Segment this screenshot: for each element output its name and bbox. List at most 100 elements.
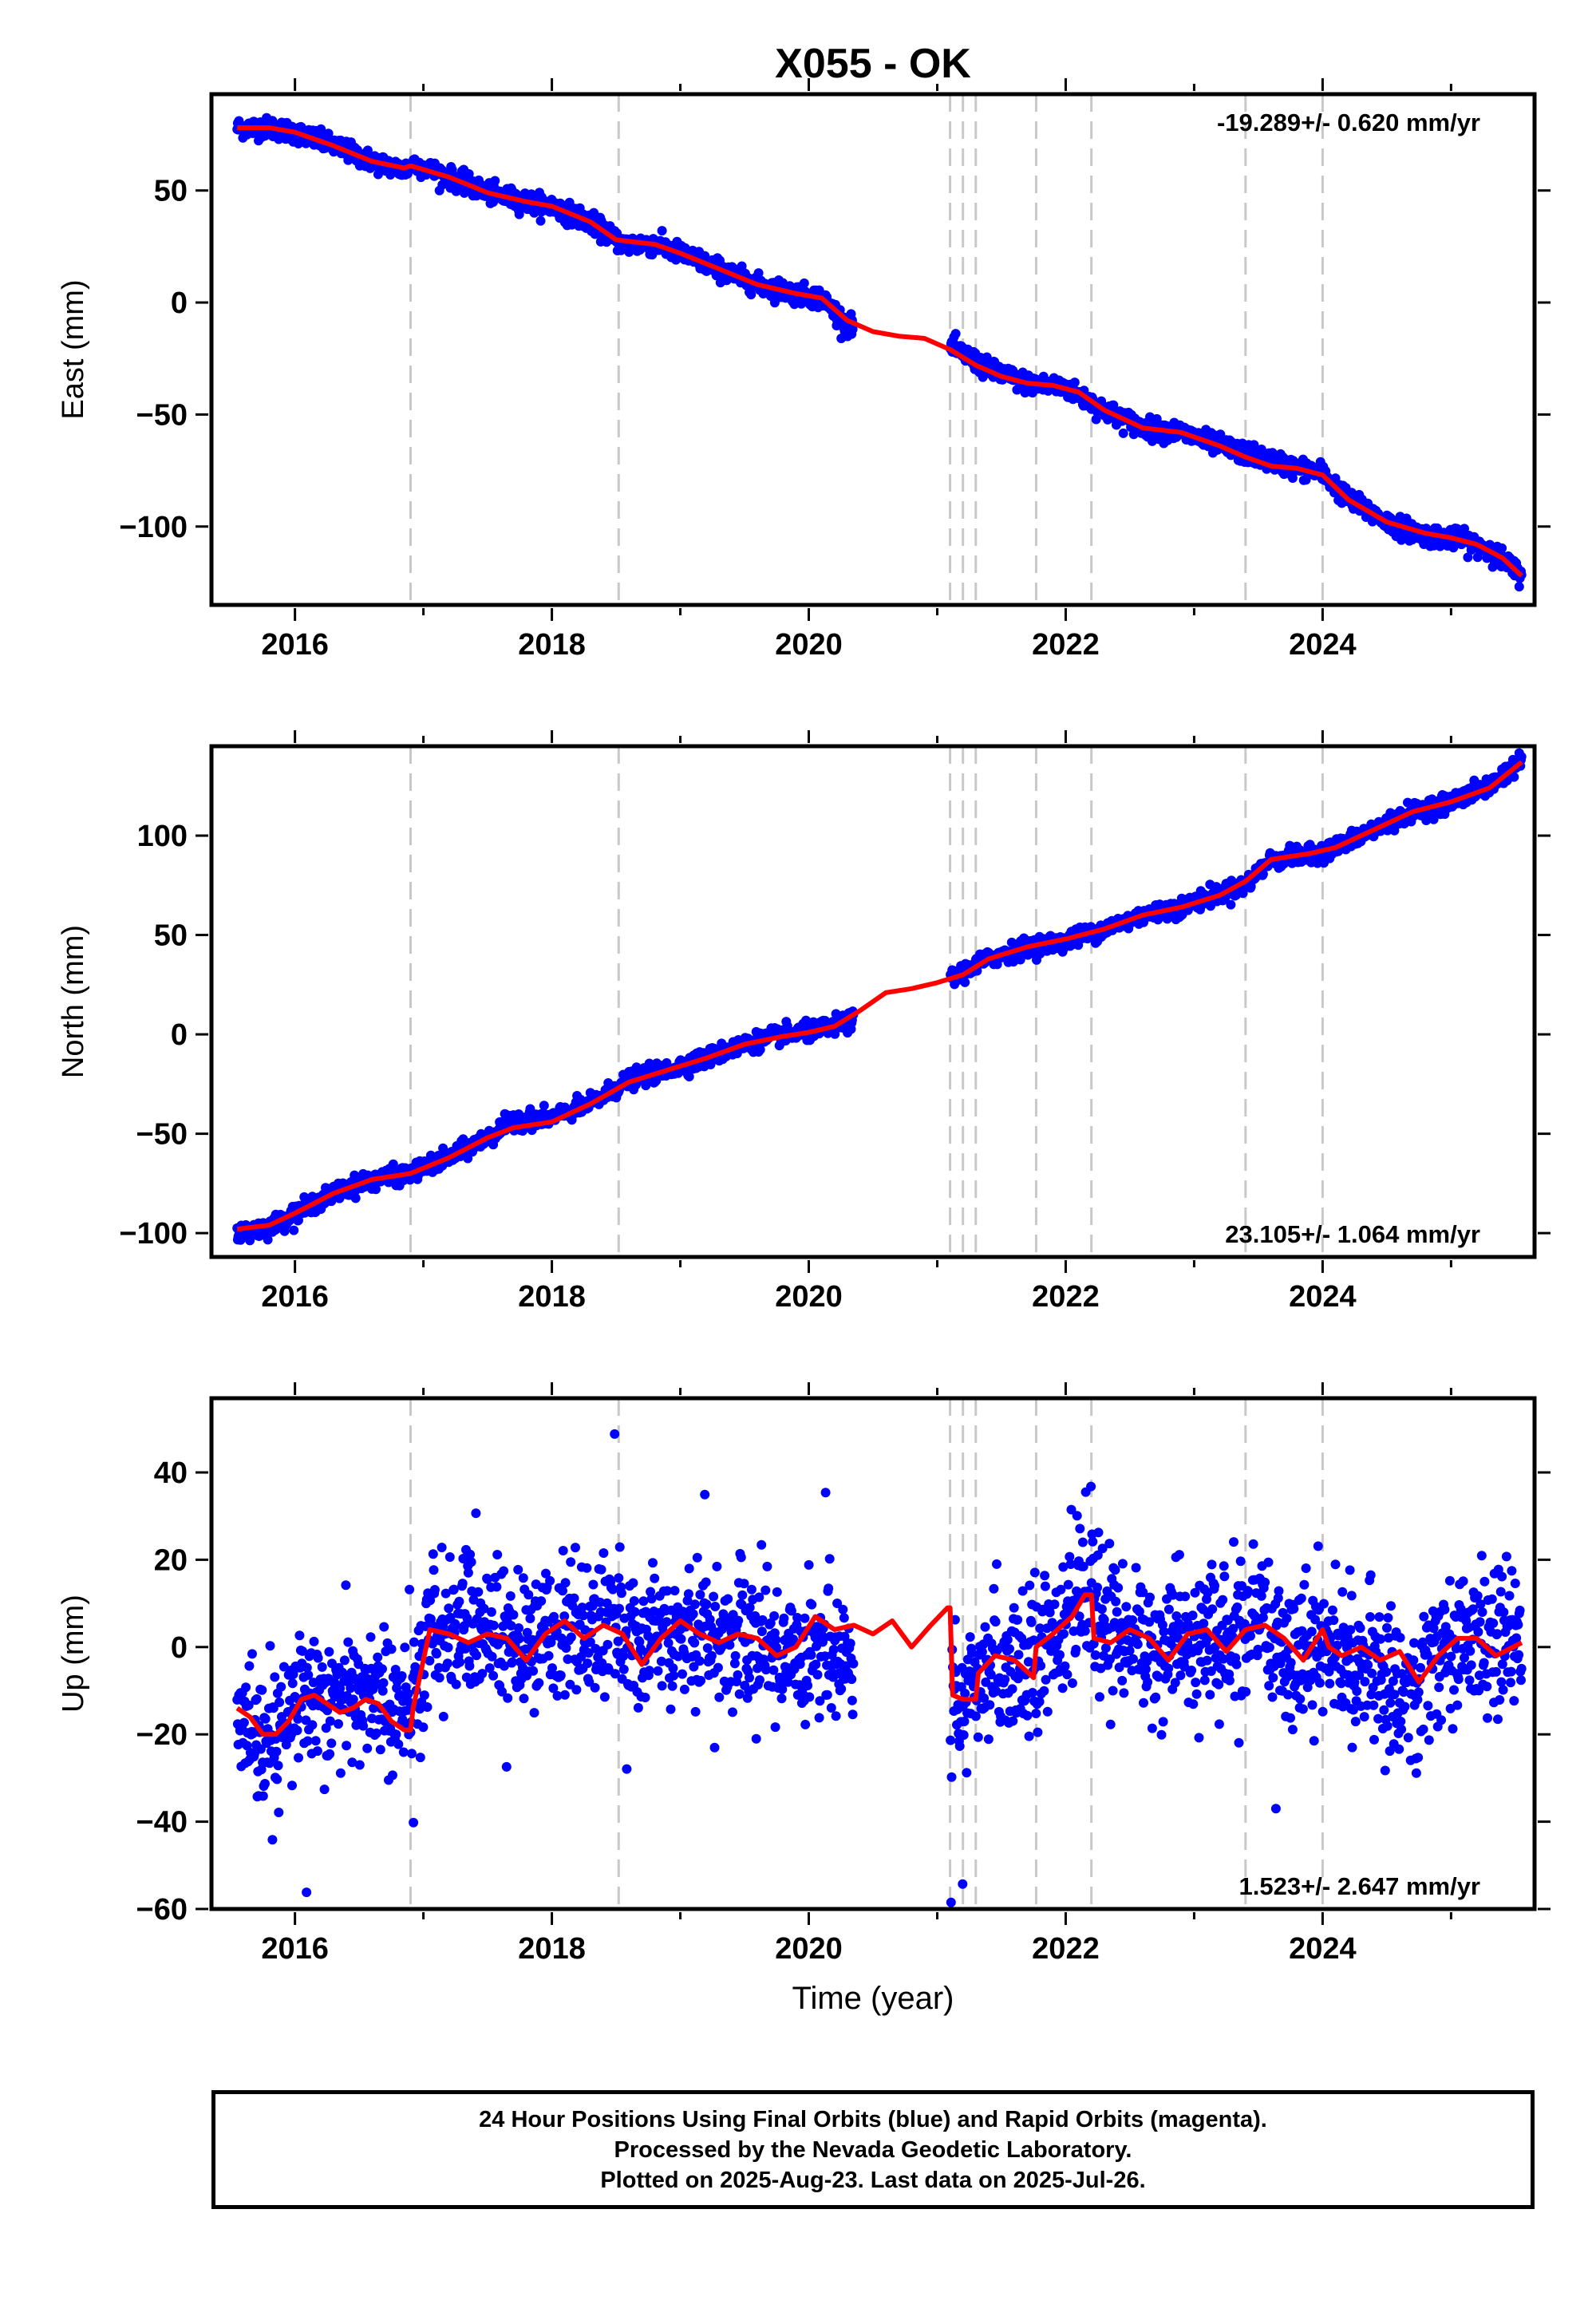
- data-point: [241, 1682, 251, 1693]
- plot-area: [232, 748, 1527, 1246]
- data-point: [950, 329, 961, 339]
- data-point: [596, 1564, 606, 1575]
- data-point: [398, 1747, 409, 1757]
- data-point: [405, 1584, 415, 1595]
- data-point: [585, 1637, 595, 1647]
- data-point: [561, 1643, 571, 1653]
- data-point: [260, 1713, 271, 1724]
- data-point: [508, 1657, 517, 1667]
- data-point: [653, 1666, 663, 1676]
- data-point: [444, 1603, 454, 1614]
- data-point: [614, 1603, 624, 1614]
- data-point: [628, 1578, 638, 1588]
- data-point: [1118, 428, 1128, 438]
- data-point: [260, 1779, 270, 1788]
- data-point: [400, 1642, 410, 1653]
- data-point: [273, 1761, 283, 1771]
- data-point: [460, 1643, 471, 1654]
- data-point: [407, 1749, 417, 1759]
- y-tick-label: 100: [137, 820, 188, 853]
- data-point: [437, 1543, 447, 1552]
- data-point: [1226, 899, 1236, 910]
- data-point: [487, 1651, 497, 1662]
- data-point: [1389, 825, 1400, 836]
- data-point: [584, 1677, 595, 1687]
- data-point: [378, 1678, 389, 1688]
- data-point: [1069, 377, 1080, 388]
- data-point: [552, 1690, 563, 1701]
- data-point: [1287, 473, 1298, 483]
- data-point: [341, 1580, 351, 1591]
- data-point: [488, 1670, 499, 1681]
- data-point: [303, 1670, 314, 1680]
- data-point: [393, 1739, 404, 1749]
- y-tick-label: −100: [119, 511, 188, 544]
- data-point: [490, 176, 500, 186]
- data-point: [610, 1429, 620, 1439]
- data-point: [354, 1760, 365, 1770]
- data-point: [582, 1563, 592, 1573]
- data-point: [302, 1887, 312, 1898]
- data-point: [255, 1744, 266, 1754]
- plot-area: [232, 113, 1527, 592]
- data-point: [960, 977, 970, 987]
- data-point: [588, 1579, 598, 1590]
- data-point: [377, 1686, 388, 1696]
- data-point: [577, 1603, 587, 1613]
- x-tick-label: 2024: [1289, 1280, 1357, 1314]
- data-point: [429, 1565, 439, 1575]
- data-point: [465, 1549, 476, 1559]
- data-point: [458, 1554, 468, 1563]
- x-tick-label: 2020: [775, 1280, 843, 1314]
- data-point: [335, 1768, 346, 1778]
- data-point: [598, 1548, 609, 1558]
- data-point: [534, 1678, 544, 1688]
- data-point: [684, 1072, 694, 1081]
- data-point: [294, 1630, 305, 1641]
- data-point: [633, 1702, 643, 1713]
- data-point: [545, 1575, 555, 1586]
- data-point: [270, 1672, 280, 1682]
- y-axis-label: North (mm): [57, 925, 90, 1078]
- data-point: [429, 1585, 440, 1595]
- data-point: [1514, 582, 1524, 592]
- data-point: [418, 1722, 429, 1733]
- data-point: [358, 1721, 369, 1731]
- data-point: [243, 1700, 254, 1710]
- data-point: [454, 1596, 464, 1607]
- data-point: [492, 1550, 503, 1559]
- x-tick-label: 2022: [1032, 628, 1100, 662]
- data-point: [276, 1682, 286, 1692]
- data-point: [520, 1644, 531, 1654]
- data-point: [362, 145, 373, 156]
- data-point: [614, 1542, 625, 1552]
- data-point: [622, 1764, 632, 1774]
- data-point: [656, 1656, 666, 1666]
- data-point: [292, 1725, 302, 1736]
- data-point: [630, 1607, 640, 1617]
- data-point: [438, 1711, 448, 1721]
- data-point: [256, 1765, 267, 1775]
- data-point: [616, 1588, 626, 1599]
- data-point: [440, 1588, 451, 1599]
- data-point: [529, 1708, 539, 1718]
- data-point: [272, 1774, 282, 1784]
- x-tick-label: 2024: [1289, 628, 1357, 662]
- data-point: [579, 1611, 589, 1621]
- data-point: [669, 1670, 679, 1681]
- data-point: [428, 1549, 438, 1559]
- data-point: [312, 1746, 322, 1757]
- data-point: [560, 1578, 571, 1588]
- data-point: [275, 1697, 285, 1707]
- data-point: [629, 1596, 639, 1606]
- data-point: [473, 1587, 484, 1597]
- data-point: [566, 1632, 576, 1642]
- data-point: [263, 1235, 273, 1245]
- x-tick-label: 2022: [1032, 1280, 1100, 1314]
- data-point: [319, 1784, 330, 1795]
- data-point: [591, 1643, 601, 1654]
- data-point: [746, 290, 757, 300]
- data-point: [599, 1692, 610, 1702]
